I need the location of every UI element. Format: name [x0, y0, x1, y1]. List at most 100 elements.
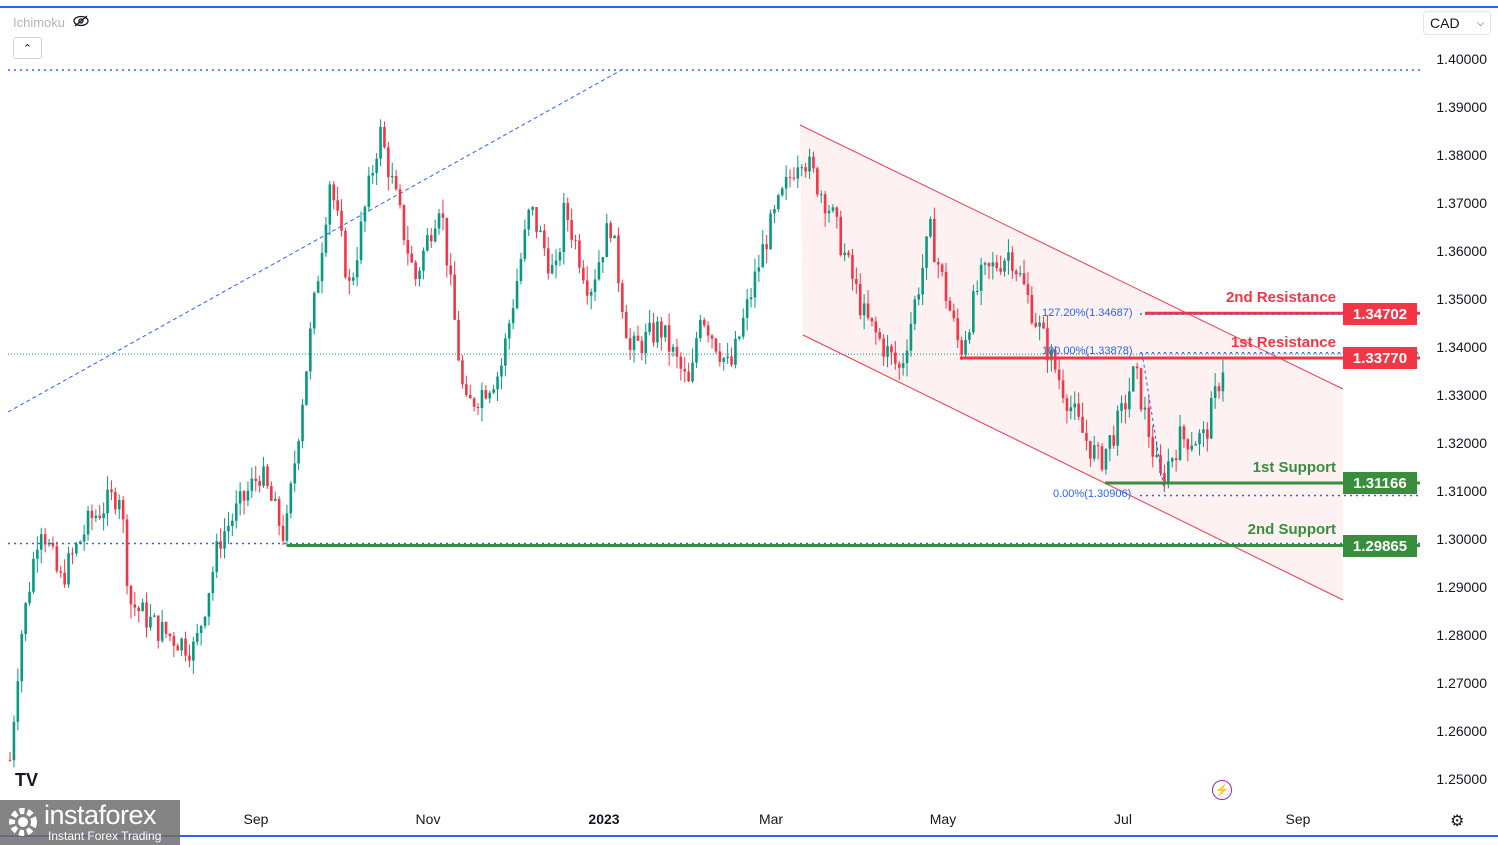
candle-body	[476, 406, 480, 408]
candle-body	[780, 188, 784, 196]
currency-select[interactable]: CAD ⌵	[1423, 11, 1491, 35]
candle-body	[812, 156, 815, 169]
candle-body	[777, 195, 780, 210]
candle-body	[472, 398, 476, 407]
candle-body	[266, 466, 269, 486]
eye-off-icon[interactable]	[73, 15, 89, 30]
candle-body	[344, 230, 347, 278]
candle-body	[192, 641, 195, 661]
candle-body	[254, 478, 258, 481]
candle-body	[301, 404, 304, 441]
y-tick: 1.36000	[1436, 243, 1487, 259]
candle-body	[328, 184, 332, 225]
candle-body	[172, 636, 176, 646]
candle-body	[106, 489, 109, 514]
lightning-icon[interactable]: ⚡	[1212, 780, 1232, 800]
candle-body	[944, 271, 948, 301]
candle-body	[831, 207, 835, 211]
candle-body	[176, 645, 180, 651]
y-tick: 1.33000	[1436, 387, 1487, 403]
candle-body	[1182, 426, 1186, 440]
candle-body	[948, 300, 952, 311]
candle-body	[1170, 458, 1174, 462]
candle-body	[570, 220, 573, 240]
candle-body	[1198, 433, 1201, 445]
candle-body	[102, 513, 105, 519]
candle-body	[355, 260, 359, 278]
candle-body	[184, 638, 187, 656]
indicator-label: Ichimoku	[13, 15, 66, 30]
resistance-1-price-tag: 1.33770	[1343, 347, 1417, 369]
candle-body	[1194, 444, 1197, 446]
candle-body	[145, 602, 148, 628]
candle-body	[285, 513, 289, 541]
candle-body	[531, 207, 534, 210]
indicator-legend[interactable]: Ichimoku	[13, 15, 89, 30]
candle-body	[624, 311, 628, 339]
settings-gear-icon[interactable]: ⚙	[1450, 813, 1465, 830]
candle-body	[188, 655, 191, 661]
candle-body	[601, 257, 605, 263]
candle-body	[98, 515, 102, 519]
collapse-legend-button[interactable]: ⌃	[13, 37, 42, 59]
candle-body	[199, 626, 203, 633]
candle-body	[375, 158, 378, 174]
candle-body	[371, 173, 375, 176]
y-tick: 1.30000	[1436, 531, 1487, 547]
candle-body	[890, 346, 893, 353]
candle-body	[1077, 403, 1080, 417]
candle-body	[398, 189, 402, 206]
candle-body	[1057, 369, 1061, 381]
candle-body	[819, 194, 823, 196]
candle-body	[32, 558, 35, 592]
candle-body	[769, 213, 772, 250]
y-tick: 1.35000	[1436, 291, 1487, 307]
candle-body	[757, 267, 761, 272]
candle-body	[699, 319, 702, 339]
candle-body	[465, 384, 468, 395]
candle-body	[262, 466, 265, 486]
watermark-tagline: Instant Forex Trading	[48, 829, 162, 843]
candle-body	[336, 200, 339, 211]
candle-body	[156, 615, 160, 641]
x-tick: May	[929, 811, 957, 827]
candle-body	[835, 207, 839, 217]
candle-body	[983, 263, 987, 265]
candle-body	[348, 277, 351, 281]
candle-body	[675, 346, 679, 357]
candle-body	[605, 223, 609, 258]
candle-body	[437, 213, 441, 229]
candle-body	[839, 216, 843, 256]
candle-body	[1108, 435, 1112, 449]
candle-body	[121, 500, 125, 520]
y-tick: 1.31000	[1436, 483, 1487, 499]
candle-body	[320, 252, 324, 282]
candle-body	[523, 229, 527, 259]
candle-body	[359, 221, 363, 261]
candle-body	[796, 167, 800, 179]
candle-body	[1221, 372, 1225, 392]
watermark-brand: instaforex	[44, 800, 157, 830]
candle-body	[956, 318, 960, 341]
candle-body	[960, 340, 963, 355]
candle-body	[543, 230, 546, 249]
candle-body	[574, 239, 577, 241]
candle-body	[1139, 368, 1143, 410]
candle-body	[847, 252, 850, 255]
candle-body	[1159, 455, 1162, 473]
candle-body	[753, 271, 757, 298]
candle-body	[792, 177, 796, 179]
candle-body	[1050, 349, 1053, 361]
candle-body	[43, 534, 47, 545]
candle-body	[726, 356, 729, 359]
candle-body	[8, 759, 12, 761]
candle-body	[683, 368, 687, 372]
candle-body	[426, 235, 429, 251]
candle-body	[242, 491, 246, 501]
candle-body	[1135, 366, 1139, 369]
candle-body	[1209, 398, 1213, 439]
x-tick: Sep	[243, 811, 269, 827]
candle-body	[1217, 386, 1221, 392]
candle-body	[1112, 435, 1116, 446]
